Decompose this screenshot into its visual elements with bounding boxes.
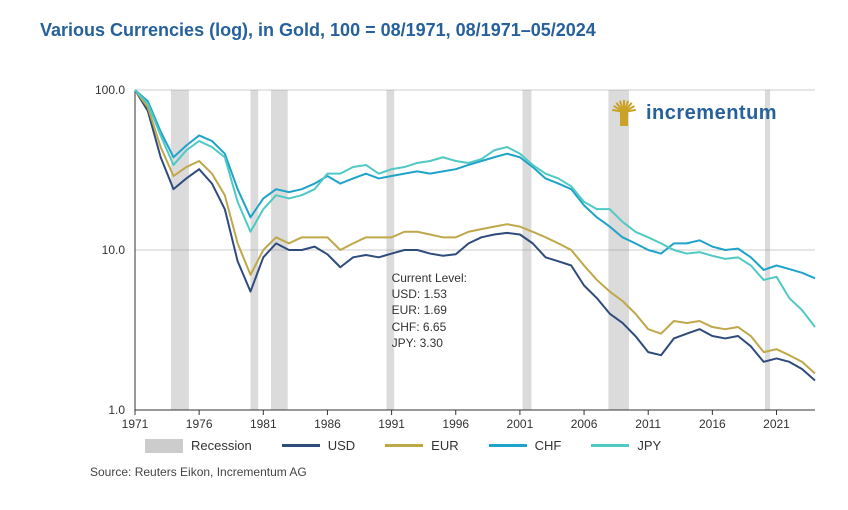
svg-text:1981: 1981 xyxy=(250,417,277,431)
svg-text:1.0: 1.0 xyxy=(108,403,125,417)
brand-logo: incrementum xyxy=(610,96,777,130)
annotation-line: USD: 1.53 xyxy=(392,286,467,302)
svg-text:2001: 2001 xyxy=(507,417,534,431)
svg-text:1986: 1986 xyxy=(314,417,341,431)
brand-text: incrementum xyxy=(646,102,777,125)
legend-usd: USD xyxy=(282,438,355,453)
annotation-line: CHF: 6.65 xyxy=(392,319,467,335)
svg-text:2006: 2006 xyxy=(571,417,598,431)
annotation-heading: Current Level: xyxy=(392,270,467,286)
legend-chf: CHF xyxy=(489,438,562,453)
annotation-line: JPY: 3.30 xyxy=(392,335,467,351)
svg-text:2011: 2011 xyxy=(635,417,661,431)
svg-text:100.0: 100.0 xyxy=(95,83,125,97)
source-text: Source: Reuters Eikon, Incrementum AG xyxy=(90,465,307,479)
legend: Recession USD EUR CHF JPY xyxy=(145,438,661,453)
legend-recession: Recession xyxy=(145,438,252,453)
svg-text:1971: 1971 xyxy=(122,417,149,431)
legend-jpy: JPY xyxy=(591,438,661,453)
brand-icon xyxy=(610,96,638,130)
legend-eur: EUR xyxy=(385,438,458,453)
annotation-line: EUR: 1.69 xyxy=(392,302,467,318)
svg-text:1976: 1976 xyxy=(186,417,213,431)
svg-text:1991: 1991 xyxy=(378,417,405,431)
svg-text:1996: 1996 xyxy=(442,417,469,431)
svg-text:2016: 2016 xyxy=(699,417,726,431)
chart-container: Various Currencies (log), in Gold, 100 =… xyxy=(40,20,810,490)
current-level-annotation: Current Level:USD: 1.53EUR: 1.69CHF: 6.6… xyxy=(392,270,467,351)
chart-svg: 1.0 10.0 100.0 1971 1976 1981 1986 1991 1996 2001… xyxy=(40,20,835,440)
svg-text:10.0: 10.0 xyxy=(102,243,126,257)
svg-text:2021: 2021 xyxy=(763,417,790,431)
